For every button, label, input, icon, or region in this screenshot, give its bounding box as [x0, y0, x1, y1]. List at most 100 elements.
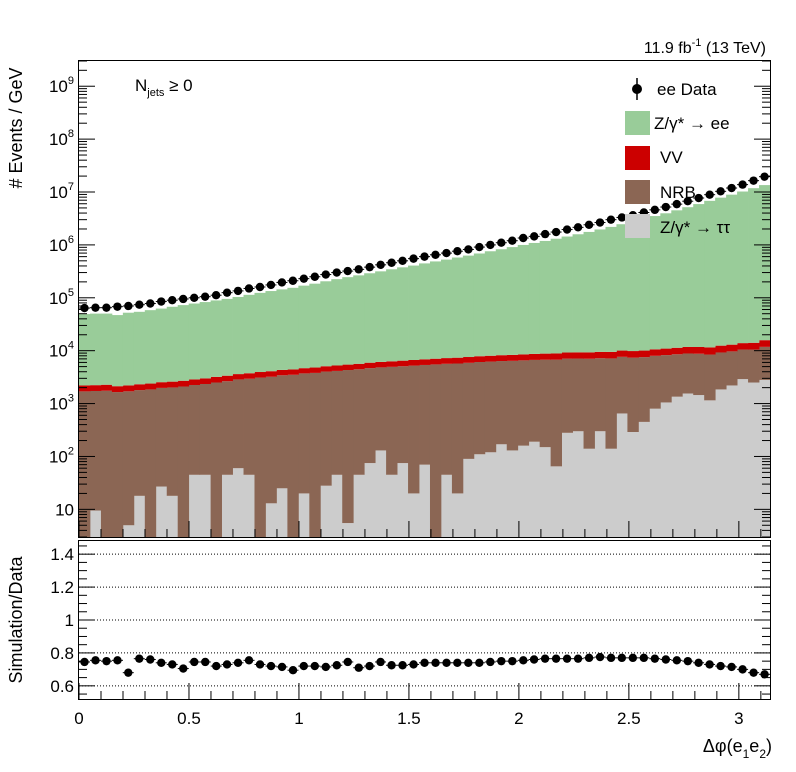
ratio-point	[672, 656, 682, 665]
ratio-point	[661, 655, 671, 664]
bar-dy-ee	[451, 257, 464, 358]
ratio-point	[716, 661, 725, 671]
data-point	[266, 280, 276, 290]
bar-nrb	[429, 364, 442, 537]
y-tick-label: 102	[49, 445, 74, 466]
bar-dy-tautau	[748, 382, 760, 537]
y-tick-label: 103	[49, 393, 74, 414]
legend-swatch-nrb	[625, 180, 650, 204]
data-point	[442, 248, 451, 258]
bar-dy-tautau	[550, 466, 562, 537]
bar-vv	[660, 348, 672, 356]
ratio-point	[135, 654, 144, 663]
bar-dy-ee	[495, 249, 508, 356]
bar-dy-ee	[133, 311, 146, 385]
ratio-point	[387, 661, 396, 670]
data-point	[80, 303, 89, 313]
ratio-point	[464, 658, 473, 667]
ratio-point	[529, 655, 539, 664]
data-point	[595, 218, 605, 227]
bar-vv	[243, 373, 255, 379]
bar-nrb	[276, 375, 288, 489]
legend-label-nrb: NRB	[660, 183, 696, 202]
bar-vv	[177, 380, 190, 387]
data-point	[244, 284, 254, 293]
bar-nrb	[649, 355, 661, 409]
data-point	[343, 266, 352, 276]
ratio-point	[519, 656, 528, 665]
x-tick-label: 0.5	[177, 709, 201, 728]
bar-dy-ee	[166, 306, 179, 382]
bar-dy-ee	[660, 213, 672, 349]
data-point	[157, 297, 166, 306]
ratio-point	[617, 653, 627, 663]
bar-nrb	[528, 359, 541, 442]
bar-dy-ee	[342, 277, 354, 365]
ratio-point	[365, 661, 374, 671]
bar-dy-ee	[462, 255, 475, 358]
bar-dy-ee	[309, 283, 321, 368]
bar-vv	[221, 375, 233, 382]
bar-nrb	[561, 358, 573, 433]
bar-nrb	[265, 376, 277, 504]
bar-dy-tautau	[704, 400, 716, 537]
data-point	[398, 256, 407, 266]
bar-vv	[462, 357, 475, 363]
ratio-point	[310, 661, 319, 671]
bar-nrb	[419, 364, 431, 465]
data-point	[551, 227, 561, 237]
data-point	[113, 302, 122, 311]
ratio-point	[288, 666, 298, 675]
ratio-point	[584, 653, 594, 663]
bar-dy-tautau	[440, 474, 453, 537]
bar-vv	[79, 385, 91, 392]
bar-dy-tautau	[386, 474, 398, 537]
x-tick-label: 2	[514, 709, 523, 728]
bar-nrb	[287, 374, 299, 537]
bar-dy-tautau	[320, 485, 332, 537]
bar-dy-tautau	[221, 474, 233, 537]
x-tick-label: 1.5	[397, 709, 421, 728]
data-point	[321, 270, 330, 279]
ratio-point	[420, 658, 429, 667]
bar-vv	[429, 358, 442, 365]
ratio-point	[694, 658, 703, 667]
bar-nrb	[748, 349, 760, 383]
data-point	[189, 293, 199, 302]
bar-vv	[528, 353, 541, 360]
data-point	[332, 268, 341, 277]
bar-dy-ee	[111, 315, 124, 387]
bar-nrb	[572, 358, 584, 432]
y-tick-label: 105	[49, 287, 74, 308]
data-point	[540, 229, 550, 239]
bar-dy-ee	[561, 236, 573, 353]
data-point	[102, 303, 111, 312]
bar-dy-ee	[748, 188, 760, 343]
data-point	[661, 202, 670, 212]
bar-nrb	[89, 390, 102, 511]
bar-dy-ee	[254, 292, 266, 373]
legend-entry-dy-ee: Z/γ* → ee	[625, 111, 730, 135]
bar-dy-tautau	[122, 525, 135, 537]
data-point	[453, 247, 462, 256]
ratio-y-axis-title: Simulation/Data	[6, 555, 26, 683]
bar-vv	[199, 378, 212, 384]
bar-dy-ee	[298, 285, 310, 369]
bar-dy-ee	[616, 224, 628, 351]
ratio-point	[606, 653, 616, 663]
ratio-point	[233, 658, 243, 667]
bar-dy-ee	[232, 296, 244, 375]
ratio-point	[738, 665, 747, 674]
bar-vv	[605, 351, 617, 359]
bar-dy-ee	[759, 185, 771, 341]
bar-dy-ee	[715, 197, 727, 346]
main-axis-ticks: 10 102 103 104 105 106 107 108 109	[49, 60, 770, 538]
legend-data-marker	[632, 84, 642, 94]
bar-nrb	[364, 368, 376, 464]
data-point	[179, 294, 188, 304]
bar-vv	[616, 350, 628, 357]
legend-entry-dy-tautau: Z/γ* → ττ	[625, 214, 730, 238]
data-point	[299, 274, 309, 283]
bar-nrb	[397, 366, 409, 464]
